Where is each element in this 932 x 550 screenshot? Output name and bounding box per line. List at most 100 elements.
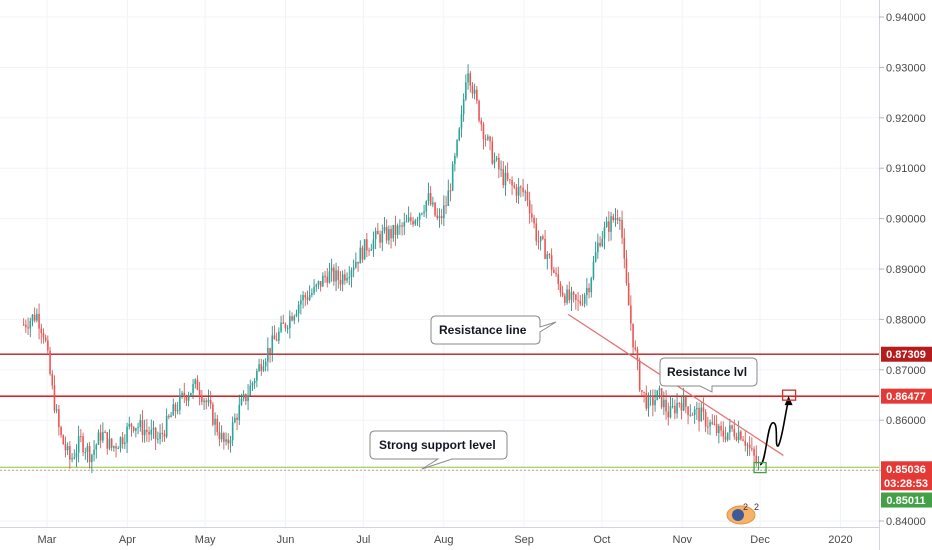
candle-body <box>447 190 450 206</box>
candle-body <box>267 347 269 362</box>
candle-body <box>601 238 604 246</box>
y-tick-label: 0.93000 <box>886 62 926 74</box>
candle-body <box>324 275 326 277</box>
candle-body <box>755 455 758 463</box>
candle-body <box>630 305 632 324</box>
candle-body <box>504 172 507 186</box>
x-tick-label: Mar <box>38 534 57 546</box>
callout-resistance-lvl[interactable]: Resistance lvl <box>659 357 758 393</box>
candle-body <box>53 385 56 411</box>
candle-body <box>625 258 628 284</box>
candle-body <box>60 427 62 436</box>
y-tick-label: 0.89000 <box>886 264 926 276</box>
horizontal-levels[interactable] <box>0 353 879 471</box>
candle-body <box>220 433 223 440</box>
candle-body <box>663 399 665 408</box>
callout-resistance-line[interactable]: Resistance line <box>430 315 557 345</box>
candle-body <box>658 388 661 391</box>
candle-body <box>231 422 234 441</box>
candle-body <box>680 403 683 411</box>
x-tick-label: Jun <box>277 534 295 546</box>
x-tick-label: Sep <box>514 534 534 546</box>
price-axis[interactable]: 0.94000 0.93000 0.92000 0.91000 0.90000 0.890… <box>879 12 926 528</box>
candle-body <box>740 431 742 440</box>
projection-arrow[interactable] <box>759 399 790 466</box>
candle-body <box>729 425 731 433</box>
candle-body <box>616 217 619 221</box>
candle-body <box>715 423 718 433</box>
callout-label: Resistance line <box>439 323 527 337</box>
candle-body <box>597 242 599 253</box>
resistance-target-box[interactable] <box>781 389 797 401</box>
candle-body <box>102 432 104 441</box>
candle-body <box>421 213 423 215</box>
candle-body <box>687 406 689 416</box>
x-tick-label: Dec <box>750 534 770 546</box>
candle-body <box>379 234 381 243</box>
candle-body <box>526 191 529 201</box>
price-badge-label: 0.85036 <box>886 464 926 476</box>
candle-body <box>542 236 544 239</box>
candle-body <box>341 274 344 285</box>
candle-body <box>654 400 656 406</box>
callout-bubble <box>659 357 758 393</box>
y-tick-label: 0.94000 <box>886 12 926 24</box>
support-target-box[interactable] <box>753 461 767 474</box>
candle-body <box>544 238 546 259</box>
candle-body <box>357 261 359 264</box>
candle-body <box>165 415 168 437</box>
candle-body <box>524 191 527 193</box>
candle-body <box>227 439 230 444</box>
candle-body <box>484 139 487 141</box>
candle-body <box>152 427 155 430</box>
candle-body <box>693 409 696 415</box>
time-axis[interactable]: Mar Apr May Jun Jul Aug Sep Oct Nov Dec 2020 <box>38 534 853 546</box>
candle-body <box>685 396 687 407</box>
candle-body <box>69 445 71 460</box>
candle-body <box>238 404 241 420</box>
candle-body <box>236 417 238 420</box>
candle-body <box>58 409 60 428</box>
candle-body <box>513 185 516 188</box>
candle-body <box>214 418 216 425</box>
candle-body <box>80 436 82 438</box>
candle-body <box>396 225 399 235</box>
candle-body <box>443 205 445 219</box>
candle-body <box>621 219 623 238</box>
candle-body <box>665 399 667 412</box>
price-badge-label: 0.86477 <box>886 391 926 403</box>
candles <box>22 64 760 474</box>
candle-body <box>194 379 197 385</box>
candle-body <box>440 216 443 219</box>
candle-body <box>559 283 562 293</box>
candle-body <box>51 373 54 386</box>
candle-body <box>361 247 364 260</box>
candle-body <box>649 395 652 397</box>
candle-body <box>462 99 465 115</box>
candle-body <box>660 388 663 408</box>
candle-body <box>748 444 751 449</box>
candle-body <box>528 200 531 214</box>
candle-body <box>201 395 203 402</box>
candle-body <box>132 426 135 431</box>
candle-body <box>326 276 329 283</box>
candle-body <box>638 360 641 391</box>
candle-body <box>82 436 84 453</box>
candle-body <box>95 444 98 450</box>
candle-body <box>515 187 518 196</box>
candle-body <box>572 292 575 295</box>
candle-body <box>187 396 190 401</box>
event-flag-icon[interactable]: 2 2 <box>726 502 759 525</box>
candle-body <box>579 300 582 304</box>
callout-strong-support[interactable]: Strong support level <box>369 430 508 470</box>
candle-body <box>509 179 511 181</box>
candle-body <box>575 294 577 300</box>
candle-body <box>225 439 227 442</box>
candle-body <box>253 380 256 384</box>
candle-body <box>682 396 685 411</box>
candle-body <box>306 297 309 300</box>
candle-body <box>249 385 252 395</box>
candle-body <box>385 226 388 241</box>
candle-body <box>278 331 280 341</box>
